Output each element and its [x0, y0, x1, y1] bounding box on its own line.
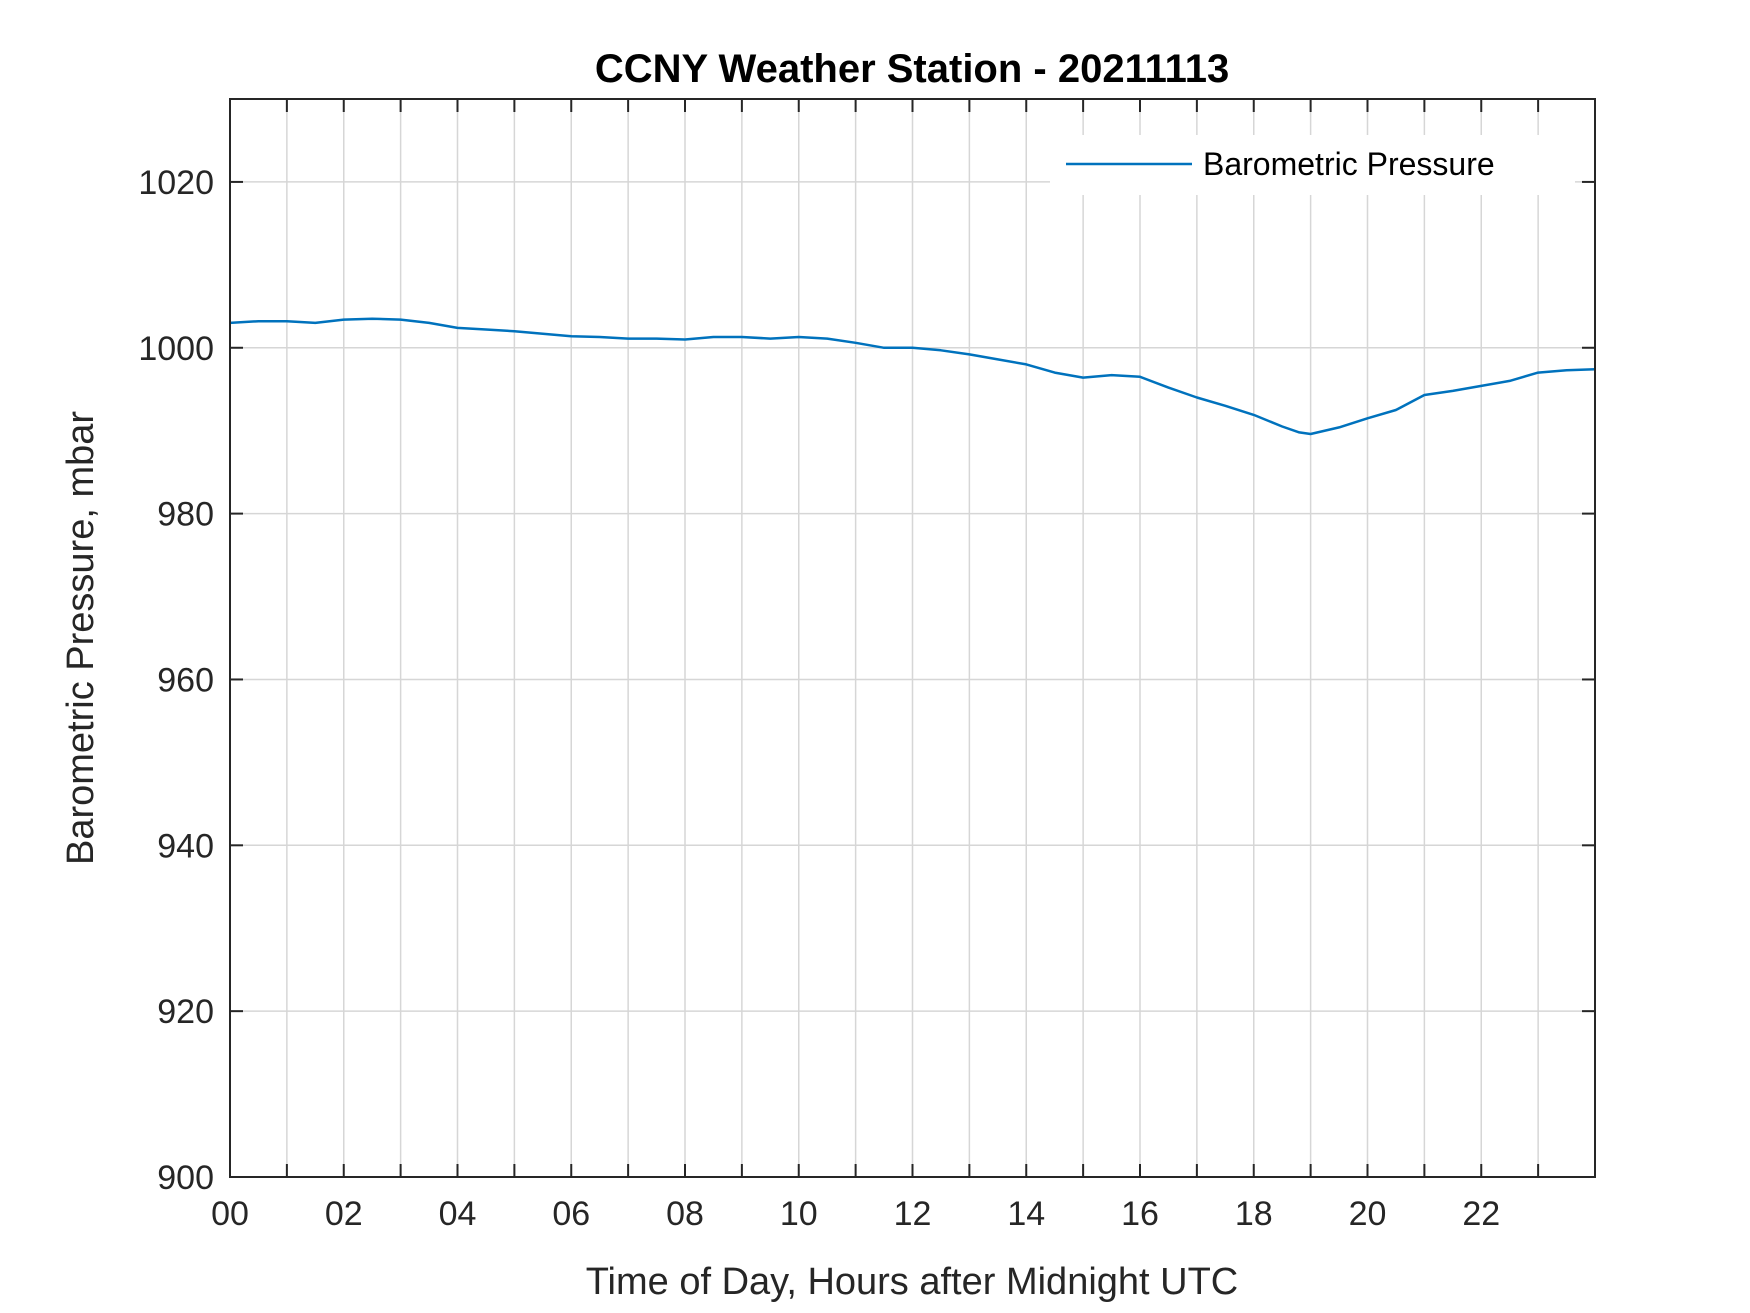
x-tick-label: 14: [1007, 1195, 1045, 1233]
x-tick-label: 16: [1121, 1195, 1159, 1233]
y-tick-label: 940: [157, 827, 214, 865]
x-tick-label: 10: [780, 1195, 818, 1233]
x-tick-label: 08: [666, 1195, 704, 1233]
x-tick-label: 20: [1349, 1195, 1387, 1233]
y-tick-label: 900: [157, 1159, 214, 1197]
y-tick-label: 920: [157, 993, 214, 1031]
x-tick-label: 18: [1235, 1195, 1273, 1233]
x-tick-label: 00: [211, 1195, 249, 1233]
x-tick-label: 06: [552, 1195, 590, 1233]
legend: Barometric Pressure: [1050, 135, 1575, 195]
y-tick-label: 960: [157, 661, 214, 699]
y-tick-labels: 900 920 940 960 980 1000 1020: [138, 164, 214, 1197]
x-tick-labels: 00 02 04 06 08 10 12 14 16 18 20 22: [211, 1195, 1500, 1233]
legend-label: Barometric Pressure: [1203, 146, 1495, 182]
series-line-0: [229, 317, 1596, 436]
y-tick-label: 1020: [138, 164, 214, 202]
y-axis-label: Barometric Pressure, mbar: [60, 411, 102, 865]
y-tick-label: 980: [157, 496, 214, 534]
y-tick-label: 1000: [138, 330, 214, 368]
x-tick-label: 22: [1462, 1195, 1500, 1233]
x-tick-label: 04: [439, 1195, 477, 1233]
series-layer: [229, 317, 1596, 436]
x-tick-label: 12: [894, 1195, 932, 1233]
chart-title: CCNY Weather Station - 20211113: [595, 47, 1229, 91]
x-tick-label: 02: [325, 1195, 363, 1233]
ticks: [229, 99, 1596, 1178]
x-axis-label: Time of Day, Hours after Midnight UTC: [586, 1261, 1239, 1303]
